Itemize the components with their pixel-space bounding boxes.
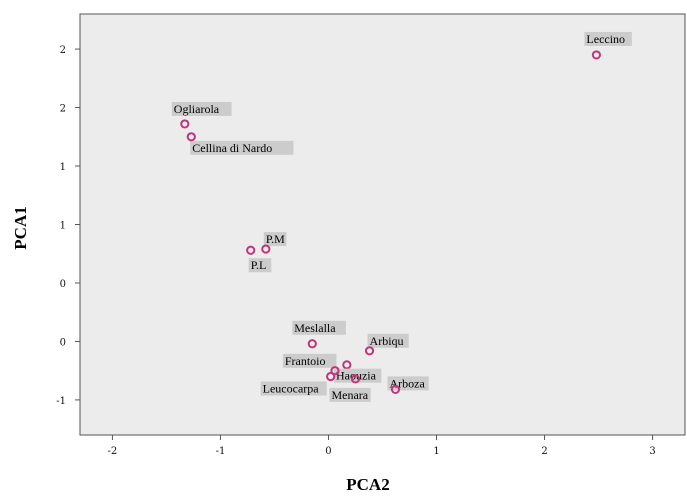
point-label: Leccino bbox=[586, 32, 625, 46]
y-tick-label: 0 bbox=[60, 337, 66, 348]
plot-area bbox=[79, 13, 686, 436]
data-point: Frantoio bbox=[282, 353, 352, 370]
data-point: P.L bbox=[246, 245, 272, 273]
point-label: Leucocarpa bbox=[263, 382, 320, 396]
y-tick-label: 2 bbox=[60, 104, 66, 115]
y-axis-title: PCA1 bbox=[11, 206, 30, 249]
point-marker bbox=[350, 374, 361, 384]
data-point: Meslalla bbox=[292, 320, 346, 349]
x-tick-label: 2 bbox=[541, 446, 547, 457]
y-tick-label: 2 bbox=[60, 45, 66, 56]
x-axis-title: PCA2 bbox=[346, 475, 389, 494]
data-points: Leccino Ogliarola Cellina di Nardo P.M P.L Me… bbox=[171, 31, 632, 402]
point-marker bbox=[186, 132, 196, 142]
y-tick-label: 1 bbox=[60, 162, 66, 173]
y-tick-label: -1 bbox=[56, 396, 66, 407]
point-label-bg bbox=[282, 353, 337, 368]
point-marker bbox=[246, 245, 256, 255]
point-label-bg bbox=[260, 381, 327, 396]
data-point: Leccino bbox=[584, 31, 632, 60]
point-marker bbox=[364, 346, 375, 356]
point-label: P.L bbox=[251, 258, 267, 272]
x-tick-label: -1 bbox=[216, 446, 226, 457]
point-label-bg bbox=[292, 320, 346, 335]
x-tick-label: 0 bbox=[325, 446, 331, 457]
point-label: Frantoio bbox=[285, 354, 326, 368]
data-point: Cellina di Nardo bbox=[186, 132, 294, 155]
point-marker bbox=[307, 339, 317, 349]
data-point: Ogliarola bbox=[171, 101, 232, 129]
x-tick-label: -2 bbox=[108, 446, 118, 457]
y-tick-label: 1 bbox=[60, 221, 66, 232]
point-label: Ogliarola bbox=[174, 102, 220, 116]
point-marker bbox=[180, 119, 190, 129]
point-label-bg bbox=[329, 387, 371, 402]
data-point: Arboza bbox=[387, 376, 429, 394]
point-label-bg bbox=[263, 232, 287, 247]
point-label-bg bbox=[248, 258, 272, 273]
y-tick-label: 0 bbox=[60, 279, 66, 290]
point-marker bbox=[390, 384, 401, 394]
point-marker bbox=[326, 371, 336, 382]
x-tick-label: 1 bbox=[433, 446, 439, 457]
data-point: Arbiqu bbox=[364, 333, 409, 356]
point-label: Arbiqu bbox=[370, 334, 404, 348]
point-marker bbox=[342, 360, 352, 370]
point-label-bg bbox=[171, 101, 232, 116]
data-point: P.M bbox=[261, 232, 287, 254]
data-point: Leucocarpa bbox=[260, 371, 336, 396]
point-label: P.M bbox=[266, 232, 285, 246]
point-label: Cellina di Nardo bbox=[192, 141, 272, 155]
point-marker bbox=[330, 366, 340, 376]
axis-ticks: -2 -1 0 1 2 3 -1 0 0 1 1 2 2 bbox=[56, 45, 656, 457]
point-label: Menara bbox=[331, 388, 368, 402]
data-point: Menara bbox=[329, 374, 371, 402]
point-label-bg bbox=[190, 140, 294, 155]
point-label: Meslalla bbox=[294, 321, 336, 335]
point-label-bg bbox=[584, 31, 632, 46]
x-tick-label: 3 bbox=[649, 446, 655, 457]
point-label-bg bbox=[367, 333, 409, 348]
point-label: Arboza bbox=[389, 376, 425, 390]
point-marker bbox=[261, 244, 271, 254]
point-marker bbox=[591, 50, 602, 60]
